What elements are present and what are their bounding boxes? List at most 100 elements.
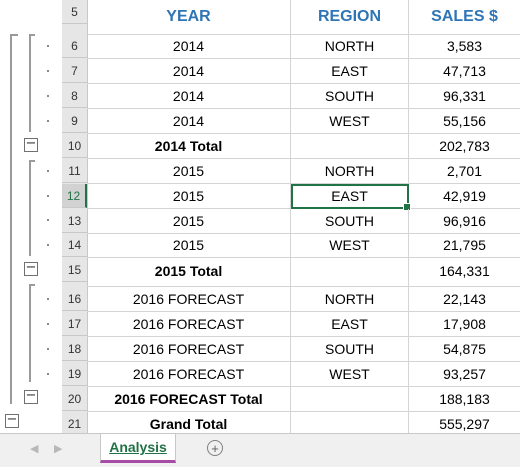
plus-circle-icon[interactable]: + [207, 440, 223, 456]
cell-year[interactable]: 2016 FORECAST [87, 362, 291, 386]
outline-dot [47, 323, 49, 325]
cell-year[interactable]: 2015 [87, 233, 291, 257]
cell-region[interactable]: NORTH [291, 159, 409, 183]
cell-year[interactable]: 2014 [87, 109, 291, 133]
cell-sales[interactable]: 42,919 [443, 188, 486, 204]
cell-sales[interactable]: 22,143 [443, 291, 486, 307]
table-row: 2015 EAST 42,919 [87, 184, 520, 211]
outline-bracket-level1 [10, 34, 12, 404]
cell-region[interactable]: NORTH [291, 34, 409, 58]
cell-sales[interactable]: 164,331 [439, 263, 490, 279]
sheet-grid: YEAR REGION SALES $ 2014 NORTH 3,583 201… [87, 0, 520, 436]
subtotal-row: 2015 Total 164,331 [87, 258, 520, 287]
cell-sales[interactable]: 3,583 [446, 38, 483, 54]
cell-region[interactable]: WEST [291, 362, 409, 386]
cell-region[interactable]: SOUTH [291, 337, 409, 361]
cell-year[interactable]: 2015 [87, 184, 291, 208]
row-number[interactable]: 18 [62, 337, 87, 361]
cell-sales[interactable]: 17,908 [443, 316, 486, 332]
collapse-2016-minus-icon[interactable]: − [24, 388, 38, 404]
cell-sales[interactable]: 21,795 [443, 237, 486, 253]
arrow-right-icon[interactable]: ▶ [54, 443, 63, 455]
outline-dot [47, 120, 49, 122]
cell-region[interactable] [291, 134, 409, 158]
table-row: 2014 EAST 47,713 [87, 59, 520, 84]
outline-dot [47, 45, 49, 47]
cell-region[interactable]: NORTH [291, 287, 409, 311]
header-row: YEAR REGION SALES $ [87, 0, 520, 35]
cell-region[interactable]: SOUTH [291, 84, 409, 108]
cell-year[interactable]: 2014 [87, 59, 291, 83]
row-number[interactable]: 11 [62, 159, 87, 183]
cell-year[interactable]: 2015 [87, 209, 291, 233]
table-row: 2015 NORTH 2,701 [87, 159, 520, 184]
outline-dot [47, 244, 49, 246]
row-number[interactable]: 7 [62, 59, 87, 83]
cell-year[interactable]: 2014 Total [87, 134, 291, 158]
cell-region[interactable]: WEST [291, 109, 409, 133]
cell-sales[interactable]: 96,331 [443, 88, 486, 104]
outline-dot [47, 373, 49, 375]
cell-year[interactable]: 2014 [87, 34, 291, 58]
cell-sales[interactable]: 93,257 [443, 366, 486, 382]
row-number[interactable]: 16 [62, 287, 87, 311]
cell-region[interactable] [291, 412, 409, 436]
cell-year[interactable]: 2015 [87, 159, 291, 183]
cell-sales[interactable]: 202,783 [439, 138, 490, 154]
row-number[interactable]: 20 [62, 387, 87, 411]
outline-bracket-2015-top [29, 160, 35, 162]
outline-bracket-2016-top [29, 284, 35, 286]
subtotal-row: 2014 Total 202,783 [87, 134, 520, 159]
sheet-tab-bar: ◀ ▶ Analysis + [0, 433, 520, 467]
active-cell-selection[interactable] [291, 184, 411, 211]
cell-sales[interactable]: 54,875 [443, 341, 486, 357]
cell-sales[interactable]: 555,297 [439, 416, 490, 432]
arrow-left-icon[interactable]: ◀ [30, 443, 39, 455]
cell-region[interactable]: EAST [291, 59, 409, 83]
row-number[interactable]: 15 [62, 258, 87, 282]
cell-sales[interactable]: 96,916 [443, 213, 486, 229]
cell-year[interactable]: 2016 FORECAST Total [87, 387, 291, 411]
cell-region[interactable] [291, 387, 409, 411]
cell-year[interactable]: 2016 FORECAST [87, 337, 291, 361]
outline-dot [47, 195, 49, 197]
cell-year[interactable]: 2016 FORECAST [87, 287, 291, 311]
row-number[interactable]: 17 [62, 312, 87, 336]
collapse-grand-minus-icon[interactable]: − [5, 412, 19, 428]
cell-year[interactable]: Grand Total [87, 412, 291, 436]
table-row: 2014 WEST 55,156 [87, 109, 520, 134]
outline-pane: − − − − [0, 0, 62, 433]
row-number[interactable]: 13 [62, 209, 87, 233]
cell-sales[interactable]: 188,183 [439, 391, 490, 407]
header-year[interactable]: YEAR [87, 0, 291, 34]
cell-year[interactable]: 2016 FORECAST [87, 312, 291, 336]
row-number[interactable]: 6 [62, 34, 87, 58]
row-number-selected[interactable]: 12 [62, 184, 87, 208]
cell-region[interactable]: WEST [291, 233, 409, 257]
row-number[interactable]: 14 [62, 233, 87, 257]
sheet-tab-analysis[interactable]: Analysis [100, 434, 176, 463]
table-row: 2016 FORECAST NORTH 22,143 [87, 287, 520, 312]
row-number[interactable]: 19 [62, 362, 87, 386]
cell-region[interactable]: EAST [291, 312, 409, 336]
table-row: 2016 FORECAST EAST 17,908 [87, 312, 520, 337]
collapse-2015-minus-icon[interactable]: − [24, 260, 38, 276]
table-row: 2015 WEST 21,795 [87, 233, 520, 258]
row-number[interactable]: 9 [62, 109, 87, 133]
cell-sales[interactable]: 55,156 [443, 113, 486, 129]
row-number[interactable]: 10 [62, 134, 87, 158]
cell-year[interactable]: 2014 [87, 84, 291, 108]
cell-sales[interactable]: 47,713 [443, 63, 486, 79]
subtotal-row: 2016 FORECAST Total 188,183 [87, 387, 520, 412]
outline-dot [47, 170, 49, 172]
header-sales[interactable]: SALES $ [431, 8, 498, 25]
cell-sales[interactable]: 2,701 [446, 163, 483, 179]
header-region[interactable]: REGION [291, 0, 409, 34]
row-number[interactable]: 8 [62, 84, 87, 108]
cell-region[interactable] [291, 258, 409, 286]
collapse-2014-minus-icon[interactable]: − [24, 136, 38, 152]
fill-handle[interactable] [403, 203, 411, 211]
cell-year[interactable]: 2015 Total [87, 258, 291, 286]
row-number[interactable]: 5 [62, 0, 87, 24]
cell-region[interactable]: SOUTH [291, 209, 409, 233]
